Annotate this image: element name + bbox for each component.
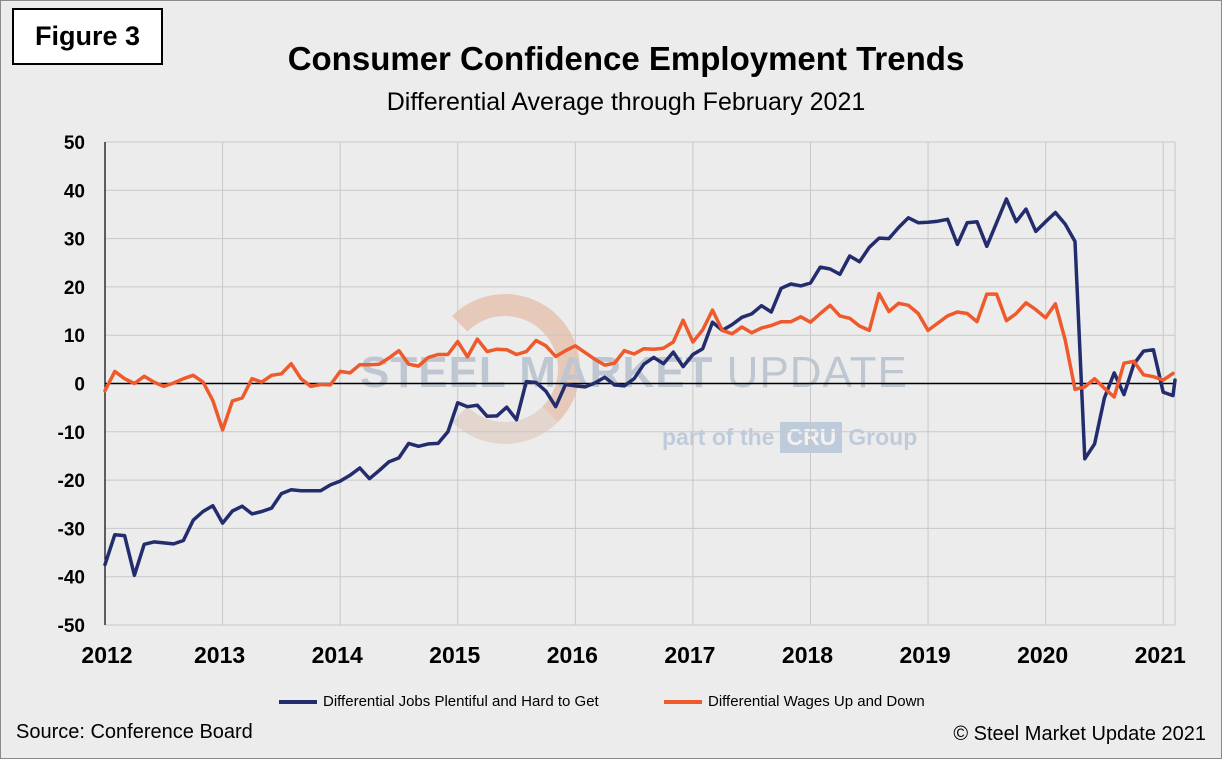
legend-label-jobs: Differential Jobs Plentiful and Hard to … <box>323 693 599 710</box>
x-tick-label: 2018 <box>782 642 833 668</box>
y-tick-label: 40 <box>64 181 85 202</box>
y-tick-label: 30 <box>64 230 85 251</box>
source-note: Source: Conference Board <box>16 721 253 743</box>
series-line-wages <box>103 291 1175 432</box>
chart-title: Consumer Confidence Employment Trends <box>287 40 965 77</box>
y-tick-label: -10 <box>58 423 85 444</box>
chart-subtitle: Differential Average through February 20… <box>386 88 866 116</box>
y-tick-label: 50 <box>64 133 85 154</box>
y-tick-label: -50 <box>58 616 85 637</box>
x-tick-label: 2016 <box>547 642 598 668</box>
y-tick-label: 20 <box>64 278 85 299</box>
series-line-jobs <box>103 197 1177 578</box>
legend-item-jobs: Differential Jobs Plentiful and Hard to … <box>279 693 599 710</box>
x-tick-label: 2019 <box>899 642 950 668</box>
x-tick-label: 2021 <box>1135 642 1186 668</box>
x-tick-label: 2015 <box>429 642 480 668</box>
y-tick-label: 10 <box>64 326 85 347</box>
x-tick-label: 2014 <box>312 642 363 668</box>
copyright-note: © Steel Market Update 2021 <box>953 723 1206 745</box>
y-tick-label: -30 <box>58 519 85 540</box>
y-tick-label: -20 <box>58 471 85 492</box>
legend-swatch-wages <box>664 699 702 704</box>
legend-swatch-jobs <box>279 699 317 704</box>
y-tick-label: -40 <box>58 568 85 589</box>
x-tick-label: 2012 <box>81 642 132 668</box>
x-tick-label: 2017 <box>664 642 715 668</box>
figure-label: Figure 3 <box>12 8 163 65</box>
legend-label-wages: Differential Wages Up and Down <box>708 693 925 710</box>
x-tick-label: 2020 <box>1017 642 1068 668</box>
y-tick-label: 0 <box>74 375 85 396</box>
legend-item-wages: Differential Wages Up and Down <box>664 693 925 710</box>
x-tick-label: 2013 <box>194 642 245 668</box>
